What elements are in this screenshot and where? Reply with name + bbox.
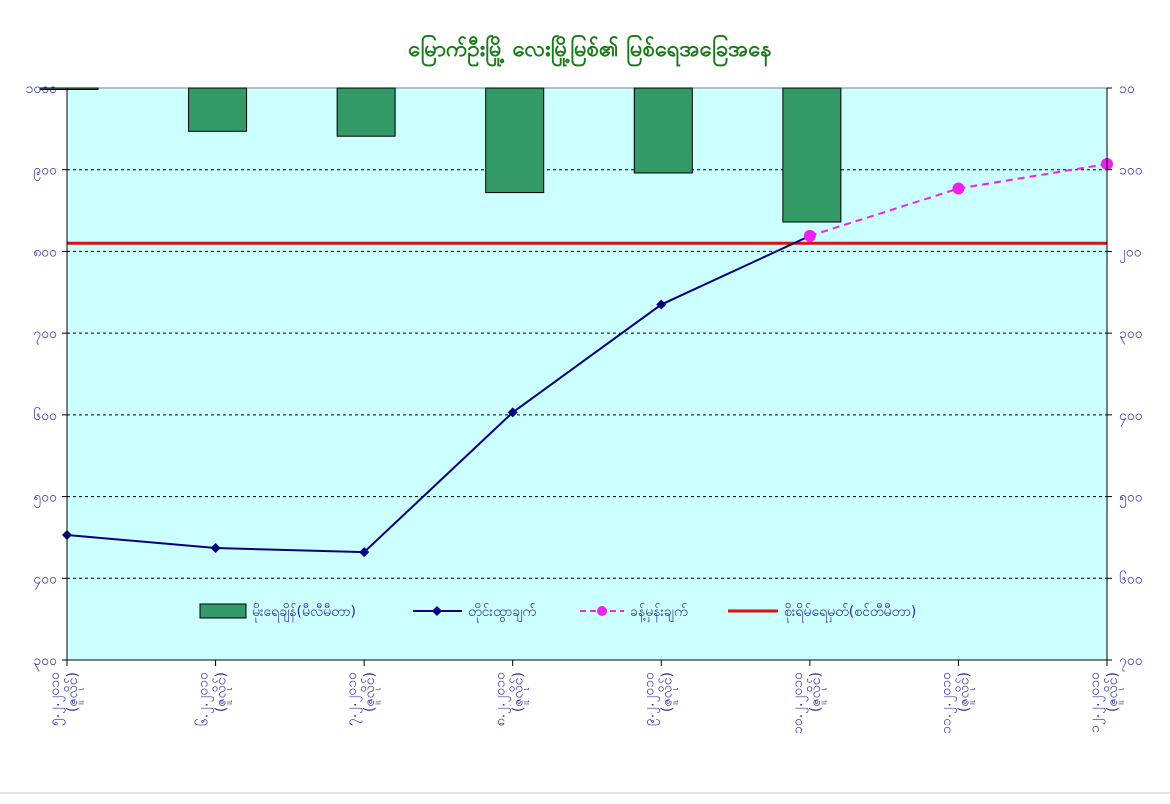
legend-label-measured: တိုင်းထွာချက် bbox=[468, 604, 536, 622]
rainfall-bar bbox=[336, 87, 396, 137]
measured-line bbox=[66, 234, 811, 554]
chart-title: မြောက်ဦးမြို့ လေးမြို့မြစ်၏ မြစ်ရေအခြေအန… bbox=[408, 34, 771, 67]
left-tick-label: ၅၀၀ bbox=[33, 490, 57, 508]
forecast-point bbox=[803, 229, 816, 242]
rainfall-bar bbox=[485, 87, 545, 194]
x-tick-label: ၅.၂.၂၀၁၀ bbox=[47, 672, 65, 726]
rainfall-bar bbox=[188, 87, 248, 132]
left-tick-label: ၄၀၀ bbox=[33, 571, 57, 589]
grid-layer bbox=[67, 169, 1107, 579]
x-tick-sublabel: (ဇူလိုင်) bbox=[214, 672, 232, 712]
right-tick-label: ၁၀၀ bbox=[1119, 163, 1143, 179]
x-tick-sublabel: (ဇူလိုင်) bbox=[65, 672, 83, 712]
legend-label-rainfall: မိုးရေချိန်(မီလီမီတာ) bbox=[252, 604, 356, 622]
x-tick-label: ၉.၂.၂၀၁၀ bbox=[641, 672, 659, 726]
measured-point bbox=[359, 547, 370, 558]
legend: မိုးရေချိန်(မီလီမီတာ) တိုင်းထွာချက် ခန့်မှ… bbox=[199, 603, 916, 622]
right-tick-label: ၁၀ bbox=[1119, 81, 1135, 97]
x-tick-label: ၁၁.၂.၂၀၁၀ bbox=[938, 672, 956, 734]
legend-label-forecast: ခန့်မှန်းချက် bbox=[630, 604, 688, 622]
rainfall-bar bbox=[782, 87, 842, 223]
right-tick-label: ၆၀၀ bbox=[1119, 571, 1143, 587]
legend-marker-forecast bbox=[597, 606, 607, 616]
right-tick-label: ၅၀၀ bbox=[1119, 490, 1143, 508]
measured-point bbox=[210, 543, 221, 554]
right-tick-label: ၂၀၀ bbox=[1119, 244, 1142, 262]
plot-area bbox=[66, 87, 1108, 661]
legend-label-warning: စိုးရိမ်ရေမှတ်(စင်တီမီတာ) bbox=[784, 604, 916, 622]
rainfall-bar bbox=[633, 87, 693, 174]
x-tick-label: ၇.၂.၂၀၁၀ bbox=[344, 672, 362, 726]
right-tick-label: ၇၀၀ bbox=[1119, 653, 1143, 671]
right-tick-label: ၄၀၀ bbox=[1119, 408, 1143, 426]
measured-point bbox=[656, 299, 667, 310]
legend-marker-measured bbox=[432, 606, 442, 616]
left-tick-label: ၁၀၀၀ bbox=[26, 81, 58, 97]
bar-layer bbox=[39, 87, 842, 223]
x-tick-sublabel: (ဇူလိုင်) bbox=[362, 672, 380, 712]
forecast-line bbox=[809, 163, 1108, 237]
left-tick-label: ၉၀၀ bbox=[33, 163, 57, 181]
x-tick-sublabel: (ဇူလိုင်) bbox=[659, 672, 677, 712]
left-tick-label: ၃၀၀ bbox=[33, 653, 57, 671]
x-tick-sublabel: (ဇူလိုင်) bbox=[511, 672, 529, 712]
x-tick-label: ၁၂.၂.၂၀၁၀ bbox=[1087, 672, 1105, 733]
left-tick-label: ၇၀၀ bbox=[33, 326, 57, 344]
left-tick-label: ၈၀၀ bbox=[33, 244, 57, 260]
x-tick-label: ၆.၂.၂၀၁၀ bbox=[196, 672, 214, 726]
forecast-point bbox=[952, 182, 965, 195]
right-tick-label: ၃၀၀ bbox=[1119, 326, 1143, 344]
x-tick-sublabel: (ဇူလိုင်) bbox=[1105, 672, 1123, 712]
left-tick-label: ၆၀၀ bbox=[33, 408, 57, 424]
legend-swatch-rainfall bbox=[199, 603, 247, 619]
rainfall-bar bbox=[39, 87, 99, 90]
line-layer bbox=[62, 157, 1113, 558]
x-tick-label: ၈.၂.၂၀၁၀ bbox=[493, 672, 511, 726]
x-tick-sublabel: (ဇူလိုင်) bbox=[956, 672, 974, 712]
measured-point bbox=[507, 407, 518, 418]
x-tick-sublabel: (ဇူလိုင်) bbox=[808, 672, 826, 712]
x-tick-label: ၁၀.၂.၂၀၁၀ bbox=[790, 672, 808, 734]
